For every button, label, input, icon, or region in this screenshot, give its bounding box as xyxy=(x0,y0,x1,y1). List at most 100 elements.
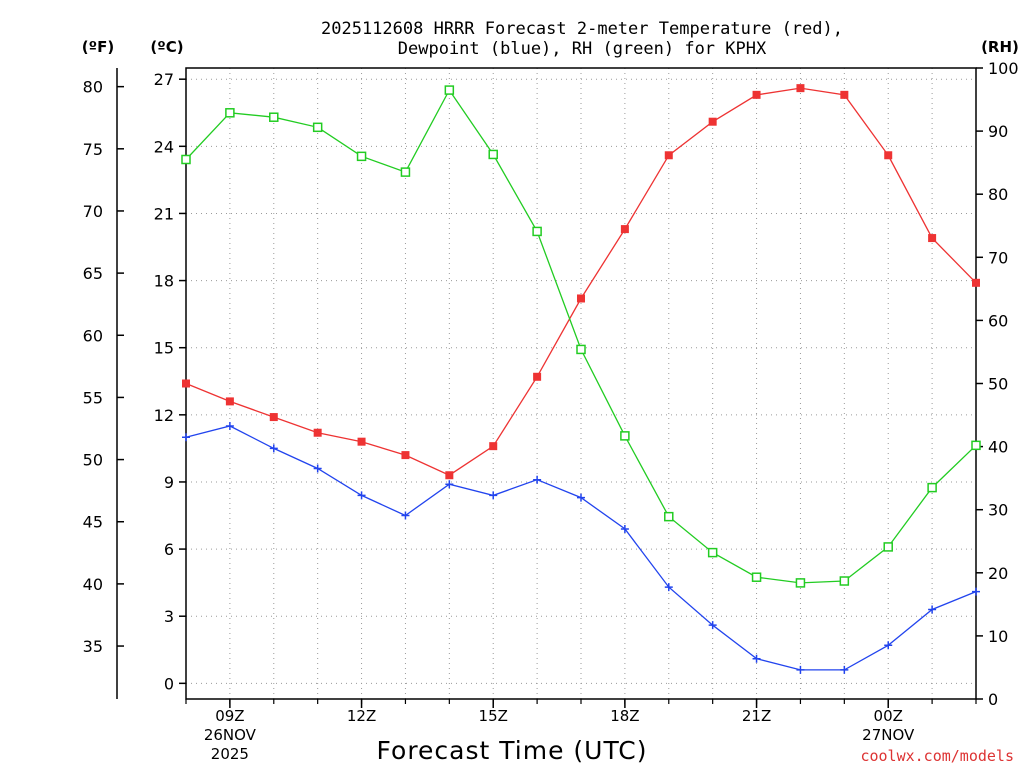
rh-point xyxy=(620,431,630,441)
fahrenheit-tick-label: 65 xyxy=(83,264,103,283)
rh-tick-label: 10 xyxy=(988,627,1008,646)
rh-point xyxy=(444,85,455,95)
rh-tick-label: 0 xyxy=(988,690,998,709)
dewpoint-point xyxy=(840,665,849,674)
dewpoint-point xyxy=(708,621,717,630)
celsius-tick-label: 12 xyxy=(154,406,174,425)
series-rh xyxy=(181,85,981,588)
x-tick-label: 21Z xyxy=(742,707,771,725)
rh-tick-label: 60 xyxy=(988,311,1008,330)
chart-title-line2: Dewpoint (blue), RH (green) for KPHX xyxy=(398,39,767,59)
dewpoint-point xyxy=(928,605,937,614)
temperature-point xyxy=(840,90,849,99)
dewpoint-point xyxy=(489,491,498,500)
x-tick-label: 2025 xyxy=(211,745,249,763)
dewpoint-point xyxy=(225,422,234,431)
x-tick-label: 09Z xyxy=(215,707,244,725)
rh-point xyxy=(576,344,586,355)
fahrenheit-tick-label: 40 xyxy=(83,575,103,594)
series-layer xyxy=(181,84,981,674)
rh-point xyxy=(795,578,806,588)
temperature-point xyxy=(620,225,629,234)
dewpoint-point xyxy=(313,464,322,473)
x-axis-label: Forecast Time (UTC) xyxy=(377,736,648,765)
rh-point xyxy=(181,154,191,165)
celsius-tick-label: 3 xyxy=(164,607,174,626)
rh-point xyxy=(532,226,542,237)
temperature-point xyxy=(752,90,761,99)
fahrenheit-tick-label: 60 xyxy=(83,326,103,345)
dewpoint-point xyxy=(533,475,542,484)
temperature-point xyxy=(445,471,454,480)
fahrenheit-tick-label: 50 xyxy=(83,451,103,470)
rh-tick-label: 90 xyxy=(988,122,1008,141)
credit-label: coolwx.com/models xyxy=(860,747,1014,765)
fahrenheit-unit-label: (ºF) xyxy=(82,38,114,56)
temperature-point xyxy=(533,372,542,381)
dewpoint-point xyxy=(620,524,629,533)
rh-point xyxy=(356,151,367,162)
rh-point xyxy=(839,576,850,586)
grid-layer xyxy=(185,68,977,699)
x-tick-label: 00Z xyxy=(874,707,903,725)
dewpoint-point xyxy=(401,511,410,520)
celsius-tick-label: 24 xyxy=(154,137,174,156)
rh-tick-label: 70 xyxy=(988,248,1008,267)
dewpoint-point xyxy=(972,587,980,596)
temperature-point xyxy=(401,451,410,460)
rh-point xyxy=(400,167,411,177)
rh-unit-label: (RH) xyxy=(981,38,1019,56)
x-tick-label: 26NOV xyxy=(204,726,257,744)
temperature-point xyxy=(225,397,234,406)
temperature-point xyxy=(708,117,717,126)
temperature-point xyxy=(182,379,190,388)
celsius-tick-label: 27 xyxy=(154,70,174,89)
rh-point xyxy=(312,122,323,133)
x-tick-label: 18Z xyxy=(610,707,639,725)
rh-point xyxy=(488,149,498,160)
rh-tick-label: 50 xyxy=(988,375,1008,394)
temperature-point xyxy=(796,84,805,93)
axes-layer xyxy=(116,67,977,700)
temperature-point xyxy=(357,437,366,446)
rh-point xyxy=(971,440,981,451)
fahrenheit-tick-label: 55 xyxy=(83,388,103,407)
celsius-tick-label: 21 xyxy=(154,204,174,223)
ticks-layer: 0 3 6 9 12 15 18 21 24 27 35 40 45 50 55 60 65 70 75 80 0 10 2… xyxy=(83,59,1019,763)
celsius-tick-label: 18 xyxy=(154,272,174,291)
celsius-tick-label: 9 xyxy=(164,473,174,492)
rh-tick-label: 40 xyxy=(988,438,1008,457)
rh-point xyxy=(927,482,937,493)
temperature-point xyxy=(928,234,937,243)
temperature-point xyxy=(972,278,980,287)
rh-point xyxy=(707,547,718,558)
celsius-tick-label: 15 xyxy=(154,339,174,358)
rh-tick-label: 80 xyxy=(988,185,1008,204)
rh-point xyxy=(225,108,235,118)
rh-point xyxy=(664,511,674,522)
rh-point xyxy=(751,572,762,582)
dewpoint-point xyxy=(577,493,585,502)
dewpoint-point xyxy=(445,480,454,489)
x-tick-label: 12Z xyxy=(347,707,376,725)
rh-point xyxy=(883,542,893,552)
dewpoint-point xyxy=(884,641,893,650)
celsius-tick-label: 0 xyxy=(164,674,174,693)
fahrenheit-tick-label: 35 xyxy=(83,637,103,656)
fahrenheit-tick-label: 80 xyxy=(83,78,103,97)
dewpoint-point xyxy=(752,654,761,663)
series-temperature xyxy=(182,84,980,480)
rh-tick-label: 20 xyxy=(988,564,1008,583)
rh-point xyxy=(269,112,279,122)
rh-tick-label: 30 xyxy=(988,501,1008,520)
temperature-point xyxy=(489,442,498,451)
series-dewpoint xyxy=(182,422,980,674)
rh-tick-label: 100 xyxy=(988,59,1019,78)
dewpoint-point xyxy=(664,583,673,592)
dewpoint-point xyxy=(357,491,366,500)
celsius-tick-label: 6 xyxy=(164,540,174,559)
x-tick-label: 27NOV xyxy=(862,726,915,744)
x-tick-label: 15Z xyxy=(479,707,508,725)
celsius-unit-label: (ºC) xyxy=(150,38,183,56)
